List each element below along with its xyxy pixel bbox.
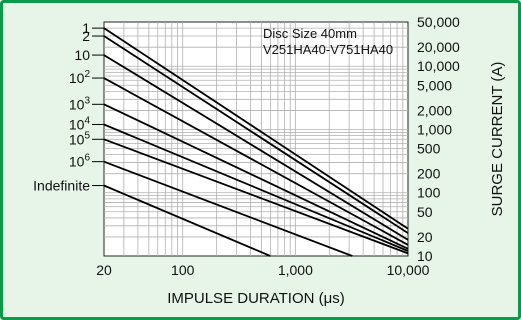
- y-tick-label: 10,000: [417, 58, 460, 74]
- y-axis-title: SURGE CURRENT (A): [489, 62, 506, 217]
- x-tick-label: 100: [171, 262, 195, 278]
- curve-indefinite: [103, 184, 271, 257]
- curve-1: [103, 27, 409, 230]
- curve-label: 103: [69, 95, 91, 112]
- y-tick-label: 50: [417, 204, 433, 220]
- y-tick-label: 100: [417, 185, 441, 201]
- curve-label: 2: [82, 28, 90, 44]
- curve-10-2: [103, 77, 409, 246]
- curve-label: 102: [69, 69, 91, 86]
- curve-10-3: [103, 103, 409, 250]
- y-tick-label: 500: [417, 141, 441, 157]
- curve-10: [103, 54, 409, 241]
- curve-label: 106: [69, 153, 91, 170]
- y-tick-label: 1,000: [417, 121, 452, 137]
- x-tick-label: 20: [96, 262, 112, 278]
- y-tick-label: 5,000: [417, 77, 452, 93]
- y-tick-label: 20: [417, 229, 433, 245]
- y-tick-label: 200: [417, 166, 441, 182]
- derating-curves: [103, 27, 409, 257]
- curve-10-6: [103, 160, 353, 257]
- y-tick-label: 10: [417, 248, 433, 264]
- curve-label: 10: [74, 47, 90, 63]
- y-tick-label: 50,000: [417, 14, 460, 30]
- curve-label: 104: [69, 115, 91, 132]
- x-tick-label: 10,000: [387, 262, 430, 278]
- curve-10-4: [103, 123, 409, 252]
- annotation-part-range: V251HA40-V751HA40: [263, 42, 393, 57]
- curve-2: [103, 35, 409, 234]
- curve-10-5: [103, 138, 409, 255]
- y-tick-label: 2,000: [417, 102, 452, 118]
- curve-label: 1: [82, 20, 90, 36]
- annotation-disc-size: Disc Size 40mm: [263, 26, 357, 41]
- y-tick-label: 20,000: [417, 39, 460, 55]
- x-axis-ticks: 20 100 1,000 10,000: [96, 262, 429, 278]
- curve-label: 105: [69, 130, 91, 147]
- curve-label: Indefinite: [33, 178, 90, 194]
- y-axis-ticks: 50,000 20,000 10,000 5,000 2,000 1,000 500 200 1…: [417, 14, 460, 264]
- x-tick-label: 1,000: [278, 262, 313, 278]
- x-axis-title: IMPULSE DURATION (μs): [167, 290, 345, 307]
